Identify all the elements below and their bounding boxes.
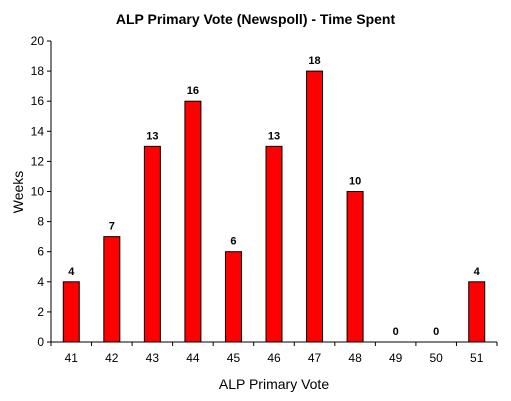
- data-label-45: 6: [230, 236, 236, 248]
- y-tick-label: 6: [37, 245, 44, 259]
- y-tick-label: 16: [31, 94, 45, 108]
- y-tick-label: 18: [31, 64, 45, 78]
- x-tick-label: 50: [430, 351, 444, 365]
- y-tick-label: 0: [37, 335, 44, 349]
- data-label-46: 13: [268, 130, 280, 142]
- bar-44: [184, 100, 202, 343]
- bar-51: [468, 281, 486, 343]
- bar-46: [265, 145, 283, 343]
- y-tick-label: 2: [37, 305, 44, 319]
- y-tick-label: 8: [37, 215, 44, 229]
- x-axis-title: ALP Primary Vote: [219, 376, 329, 392]
- y-tick-label: 4: [37, 275, 44, 289]
- data-label-44: 16: [187, 85, 199, 97]
- bar-45: [224, 251, 242, 343]
- y-tick-label: 20: [31, 34, 45, 48]
- data-label-41: 4: [68, 266, 75, 278]
- data-label-50: 0: [433, 326, 439, 338]
- data-label-47: 18: [308, 55, 320, 67]
- bar-42: [103, 236, 121, 343]
- y-tick-label: 14: [31, 124, 45, 138]
- x-tick-label: 47: [308, 351, 322, 365]
- bar-41: [62, 281, 80, 343]
- x-axis-ticks: 41 42 43 44 45 46 47 48 49 50 51: [50, 342, 498, 365]
- bar-43: [143, 145, 161, 343]
- bars: [62, 70, 486, 343]
- bar-48: [346, 191, 364, 343]
- x-tick-label: 49: [389, 351, 403, 365]
- data-label-51: 4: [474, 266, 481, 278]
- data-label-43: 13: [146, 130, 158, 142]
- y-tick-label: 10: [31, 185, 45, 199]
- data-label-49: 0: [393, 326, 399, 338]
- x-tick-label: 45: [227, 351, 241, 365]
- x-tick-label: 43: [146, 351, 160, 365]
- chart-title: ALP Primary Vote (Newspoll) - Time Spent: [116, 11, 396, 27]
- x-tick-label: 41: [65, 351, 79, 365]
- x-tick-label: 48: [348, 351, 362, 365]
- y-axis-title: Weeks: [10, 171, 26, 214]
- data-label-48: 10: [349, 176, 361, 188]
- x-tick-label: 42: [105, 351, 119, 365]
- x-tick-label: 44: [186, 351, 200, 365]
- x-tick-label: 46: [267, 351, 281, 365]
- x-tick-label: 51: [470, 351, 484, 365]
- y-axis-ticks: 0 2 4 6 8 10 12 14 16 18 20: [31, 34, 51, 349]
- bar-data-labels: 4 7 13 16 6 13 18 10 0 0 4: [68, 55, 480, 338]
- data-label-42: 7: [109, 221, 115, 233]
- y-tick-label: 12: [31, 154, 45, 168]
- bar-47: [306, 70, 324, 343]
